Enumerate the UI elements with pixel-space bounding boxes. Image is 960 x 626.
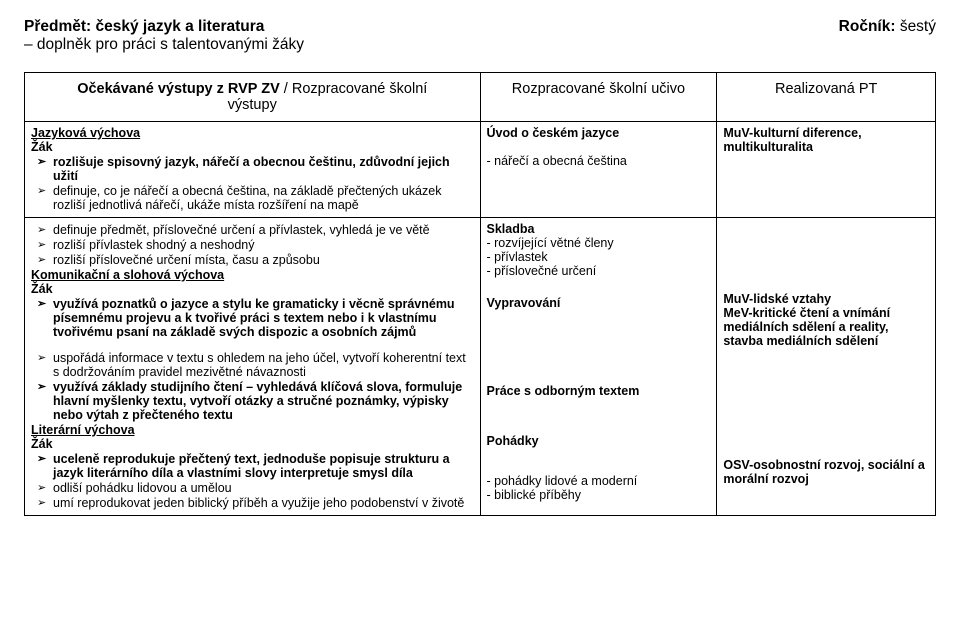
grade-value: šestý (900, 18, 936, 35)
zak-label: Žák (31, 140, 474, 154)
content-line: - rozvíjející větné členy (487, 236, 711, 250)
subtitle: – doplněk pro práci s talentovanými žáky (24, 36, 936, 54)
content-line: - nářečí a obecná čeština (487, 154, 711, 168)
cell-outcomes-2: definuje předmět, příslovečné určení a p… (25, 218, 481, 516)
cell-outcomes-1: Jazyková výchova Žák rozlišuje spisovný … (25, 122, 481, 218)
subject: Předmět: český jazyk a literatura (24, 18, 264, 36)
content-line: - příslovečné určení (487, 264, 711, 278)
cell-content-2: Skladba - rozvíjející větné členy - přív… (480, 218, 717, 516)
table-header-row: Očekávané výstupy z RVP ZV / Rozpracovan… (25, 73, 936, 122)
table-row: definuje předmět, příslovečné určení a p… (25, 218, 936, 516)
section-heading: Komunikační a slohová výchova (31, 268, 474, 282)
list-item: uceleně reprodukuje přečtený text, jedno… (37, 452, 474, 480)
content-title: Skladba (487, 222, 711, 236)
list-item: využívá základy studijního čtení – vyhle… (37, 380, 474, 422)
pt-text: MeV-kritické čtení a vnímání mediálních … (723, 306, 929, 348)
list-item: rozliší přívlastek shodný a neshodný (37, 238, 474, 252)
list-item: umí reprodukovat jeden biblický příběh a… (37, 496, 474, 510)
content-title: Úvod o českém jazyce (487, 126, 711, 140)
list-item: využívá poznatků o jazyce a stylu ke gra… (37, 297, 474, 339)
list-item: definuje předmět, příslovečné určení a p… (37, 223, 474, 237)
subject-label: Předmět: (24, 18, 91, 35)
outcome-list: uspořádá informace v textu s ohledem na … (31, 351, 474, 422)
pt-text: MuV-kulturní diference, multikulturalita (723, 126, 929, 154)
header-row: Předmět: český jazyk a literatura Ročník… (24, 18, 936, 36)
col2-header: Rozpracované školní učivo (480, 73, 717, 122)
content-title: Pohádky (487, 434, 711, 448)
list-item: rozlišuje spisovný jazyk, nářečí a obecn… (37, 155, 474, 183)
table-row: Jazyková výchova Žák rozlišuje spisovný … (25, 122, 936, 218)
list-item: odliší pohádku lidovou a umělou (37, 481, 474, 495)
col3-header: Realizovaná PT (717, 73, 936, 122)
outcome-list: rozlišuje spisovný jazyk, nářečí a obecn… (31, 155, 474, 212)
content-line: - biblické příběhy (487, 488, 711, 502)
col1-header: Očekávané výstupy z RVP ZV / Rozpracovan… (25, 73, 481, 122)
section-heading: Literární výchova (31, 423, 474, 437)
zak-label: Žák (31, 282, 474, 296)
content-title: Vypravování (487, 296, 711, 310)
cell-pt-2: MuV-lidské vztahy MeV-kritické čtení a v… (717, 218, 936, 516)
list-item: rozliší příslovečné určení místa, času a… (37, 253, 474, 267)
content-title: Práce s odborným textem (487, 384, 711, 398)
content-block: Pohádky - pohádky lidové a moderní - bib… (487, 434, 711, 502)
content-block: Skladba - rozvíjející větné členy - přív… (487, 222, 711, 278)
content-line: - přívlastek (487, 250, 711, 264)
grade: Ročník: šestý (839, 18, 936, 36)
pt-text: OSV-osobnostní rozvoj, sociální a moráln… (723, 458, 929, 486)
list-item: definuje, co je nářečí a obecná čeština,… (37, 184, 474, 212)
pt-text: MuV-lidské vztahy (723, 292, 929, 306)
outcome-list: uceleně reprodukuje přečtený text, jedno… (31, 452, 474, 510)
list-item: uspořádá informace v textu s ohledem na … (37, 351, 474, 379)
grade-label: Ročník: (839, 18, 896, 35)
outcome-list: definuje předmět, příslovečné určení a p… (31, 223, 474, 267)
section-heading: Jazyková výchova (31, 126, 474, 140)
curriculum-table: Očekávané výstupy z RVP ZV / Rozpracovan… (24, 72, 936, 516)
content-line: - pohádky lidové a moderní (487, 474, 711, 488)
cell-content-1: Úvod o českém jazyce - nářečí a obecná č… (480, 122, 717, 218)
cell-pt-1: MuV-kulturní diference, multikulturalita (717, 122, 936, 218)
zak-label: Žák (31, 437, 474, 451)
subject-value: český jazyk a literatura (96, 18, 265, 35)
outcome-list: využívá poznatků o jazyce a stylu ke gra… (31, 297, 474, 339)
